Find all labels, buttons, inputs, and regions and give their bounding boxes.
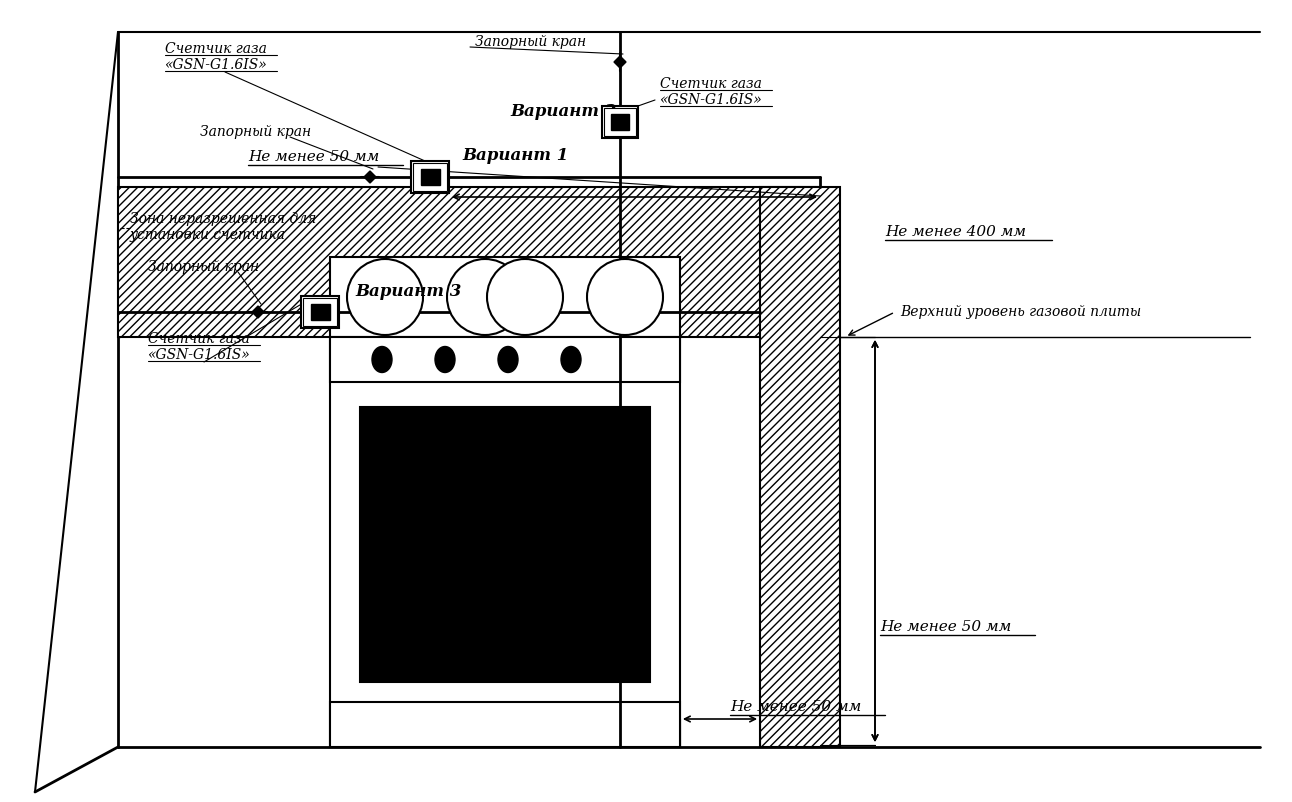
Text: Не менее 50 мм: Не менее 50 мм [880,620,1012,634]
Text: Запорный кран: Запорный кран [200,125,311,139]
Text: Не менее 50 мм: Не менее 50 мм [730,700,862,714]
Text: Счетчик газа: Счетчик газа [660,77,762,91]
Ellipse shape [497,346,518,372]
Ellipse shape [435,346,455,372]
Text: установки счетчика: установки счетчика [130,228,286,242]
Text: Счетчик газа: Счетчик газа [149,332,249,346]
Polygon shape [364,171,376,183]
Bar [760,187,840,747]
Circle shape [587,259,663,335]
Bar [611,114,629,130]
Text: Вариант 3: Вариант 3 [355,283,461,301]
Text: Запорный кран: Запорный кран [475,35,587,49]
Bar [411,161,450,193]
Bar [602,106,638,138]
Text: «GSN-G1.6IS»: «GSN-G1.6IS» [149,348,251,362]
Bar [311,304,329,320]
Text: Не менее 400 мм: Не менее 400 мм [885,225,1026,239]
Ellipse shape [372,346,391,372]
Ellipse shape [561,346,581,372]
Polygon shape [614,56,627,68]
Bar [329,337,680,747]
Bar [603,108,636,136]
Text: «GSN-G1.6IS»: «GSN-G1.6IS» [165,58,267,72]
Bar [329,702,680,747]
Bar [118,187,820,337]
Polygon shape [252,306,264,318]
Bar [329,257,680,337]
Circle shape [348,259,422,335]
Text: Верхний уровень газовой плиты: Верхний уровень газовой плиты [901,305,1141,319]
Text: Зона неразрешенная для: Зона неразрешенная для [130,212,317,226]
Circle shape [487,259,563,335]
Circle shape [447,259,523,335]
Bar [421,169,441,185]
Text: Не менее 50 мм: Не менее 50 мм [248,150,380,164]
Text: Вариант 1: Вариант 1 [463,147,568,164]
Bar [304,298,337,326]
Bar [301,296,339,328]
Bar [329,337,680,382]
Text: «GSN-G1.6IS»: «GSN-G1.6IS» [660,93,762,107]
Bar [360,407,650,682]
Bar [413,163,447,191]
Text: Счетчик газа: Счетчик газа [165,42,267,56]
Text: Вариант 2: Вариант 2 [510,103,616,120]
Text: Запорный кран: Запорный кран [149,260,260,274]
